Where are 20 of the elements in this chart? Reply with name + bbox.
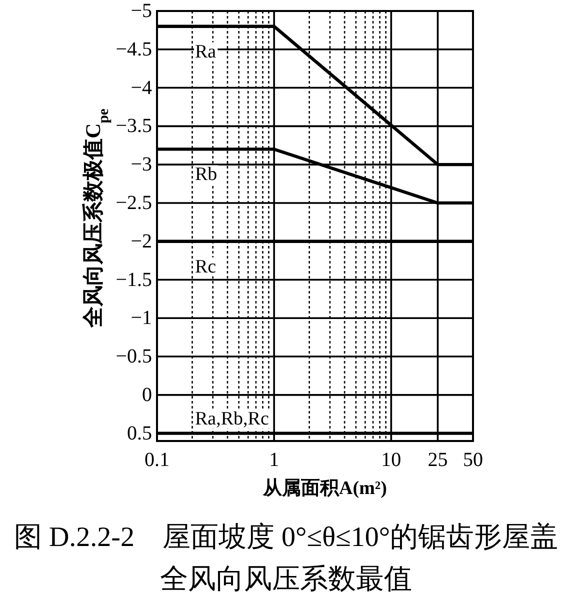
y-tick-label: −3 xyxy=(130,154,152,176)
y-tick-label: −5 xyxy=(130,0,152,22)
title: 全风向风压系数最值 xyxy=(160,564,412,595)
x-tick-label: 0.1 xyxy=(144,449,170,471)
x-tick-label: 1 xyxy=(269,449,280,471)
y-tick-label: −2.5 xyxy=(116,192,152,214)
y-tick-label: −3.5 xyxy=(116,115,152,138)
y-tick-label: −4.5 xyxy=(116,38,152,60)
title: 图 D.2.2-2 屋面坡度 0°≤θ≤10°的锯齿形屋盖 xyxy=(14,522,558,553)
x-tick-label: 50 xyxy=(463,449,483,471)
x-tick-label: 25 xyxy=(428,449,448,471)
y-tick-label: −4 xyxy=(130,76,152,99)
y-tick-label: −1 xyxy=(130,307,152,330)
y-tick-label: −0.5 xyxy=(116,346,152,368)
y-tick-label: −2 xyxy=(130,230,152,252)
x-axis-title: 从属面积A(m²) xyxy=(263,478,387,499)
y-tick-label: −1.5 xyxy=(116,268,152,291)
x-tick-label: 10 xyxy=(381,449,402,471)
y-tick-label: 0 xyxy=(142,384,152,406)
y-tick-label: 0.5 xyxy=(127,422,152,444)
